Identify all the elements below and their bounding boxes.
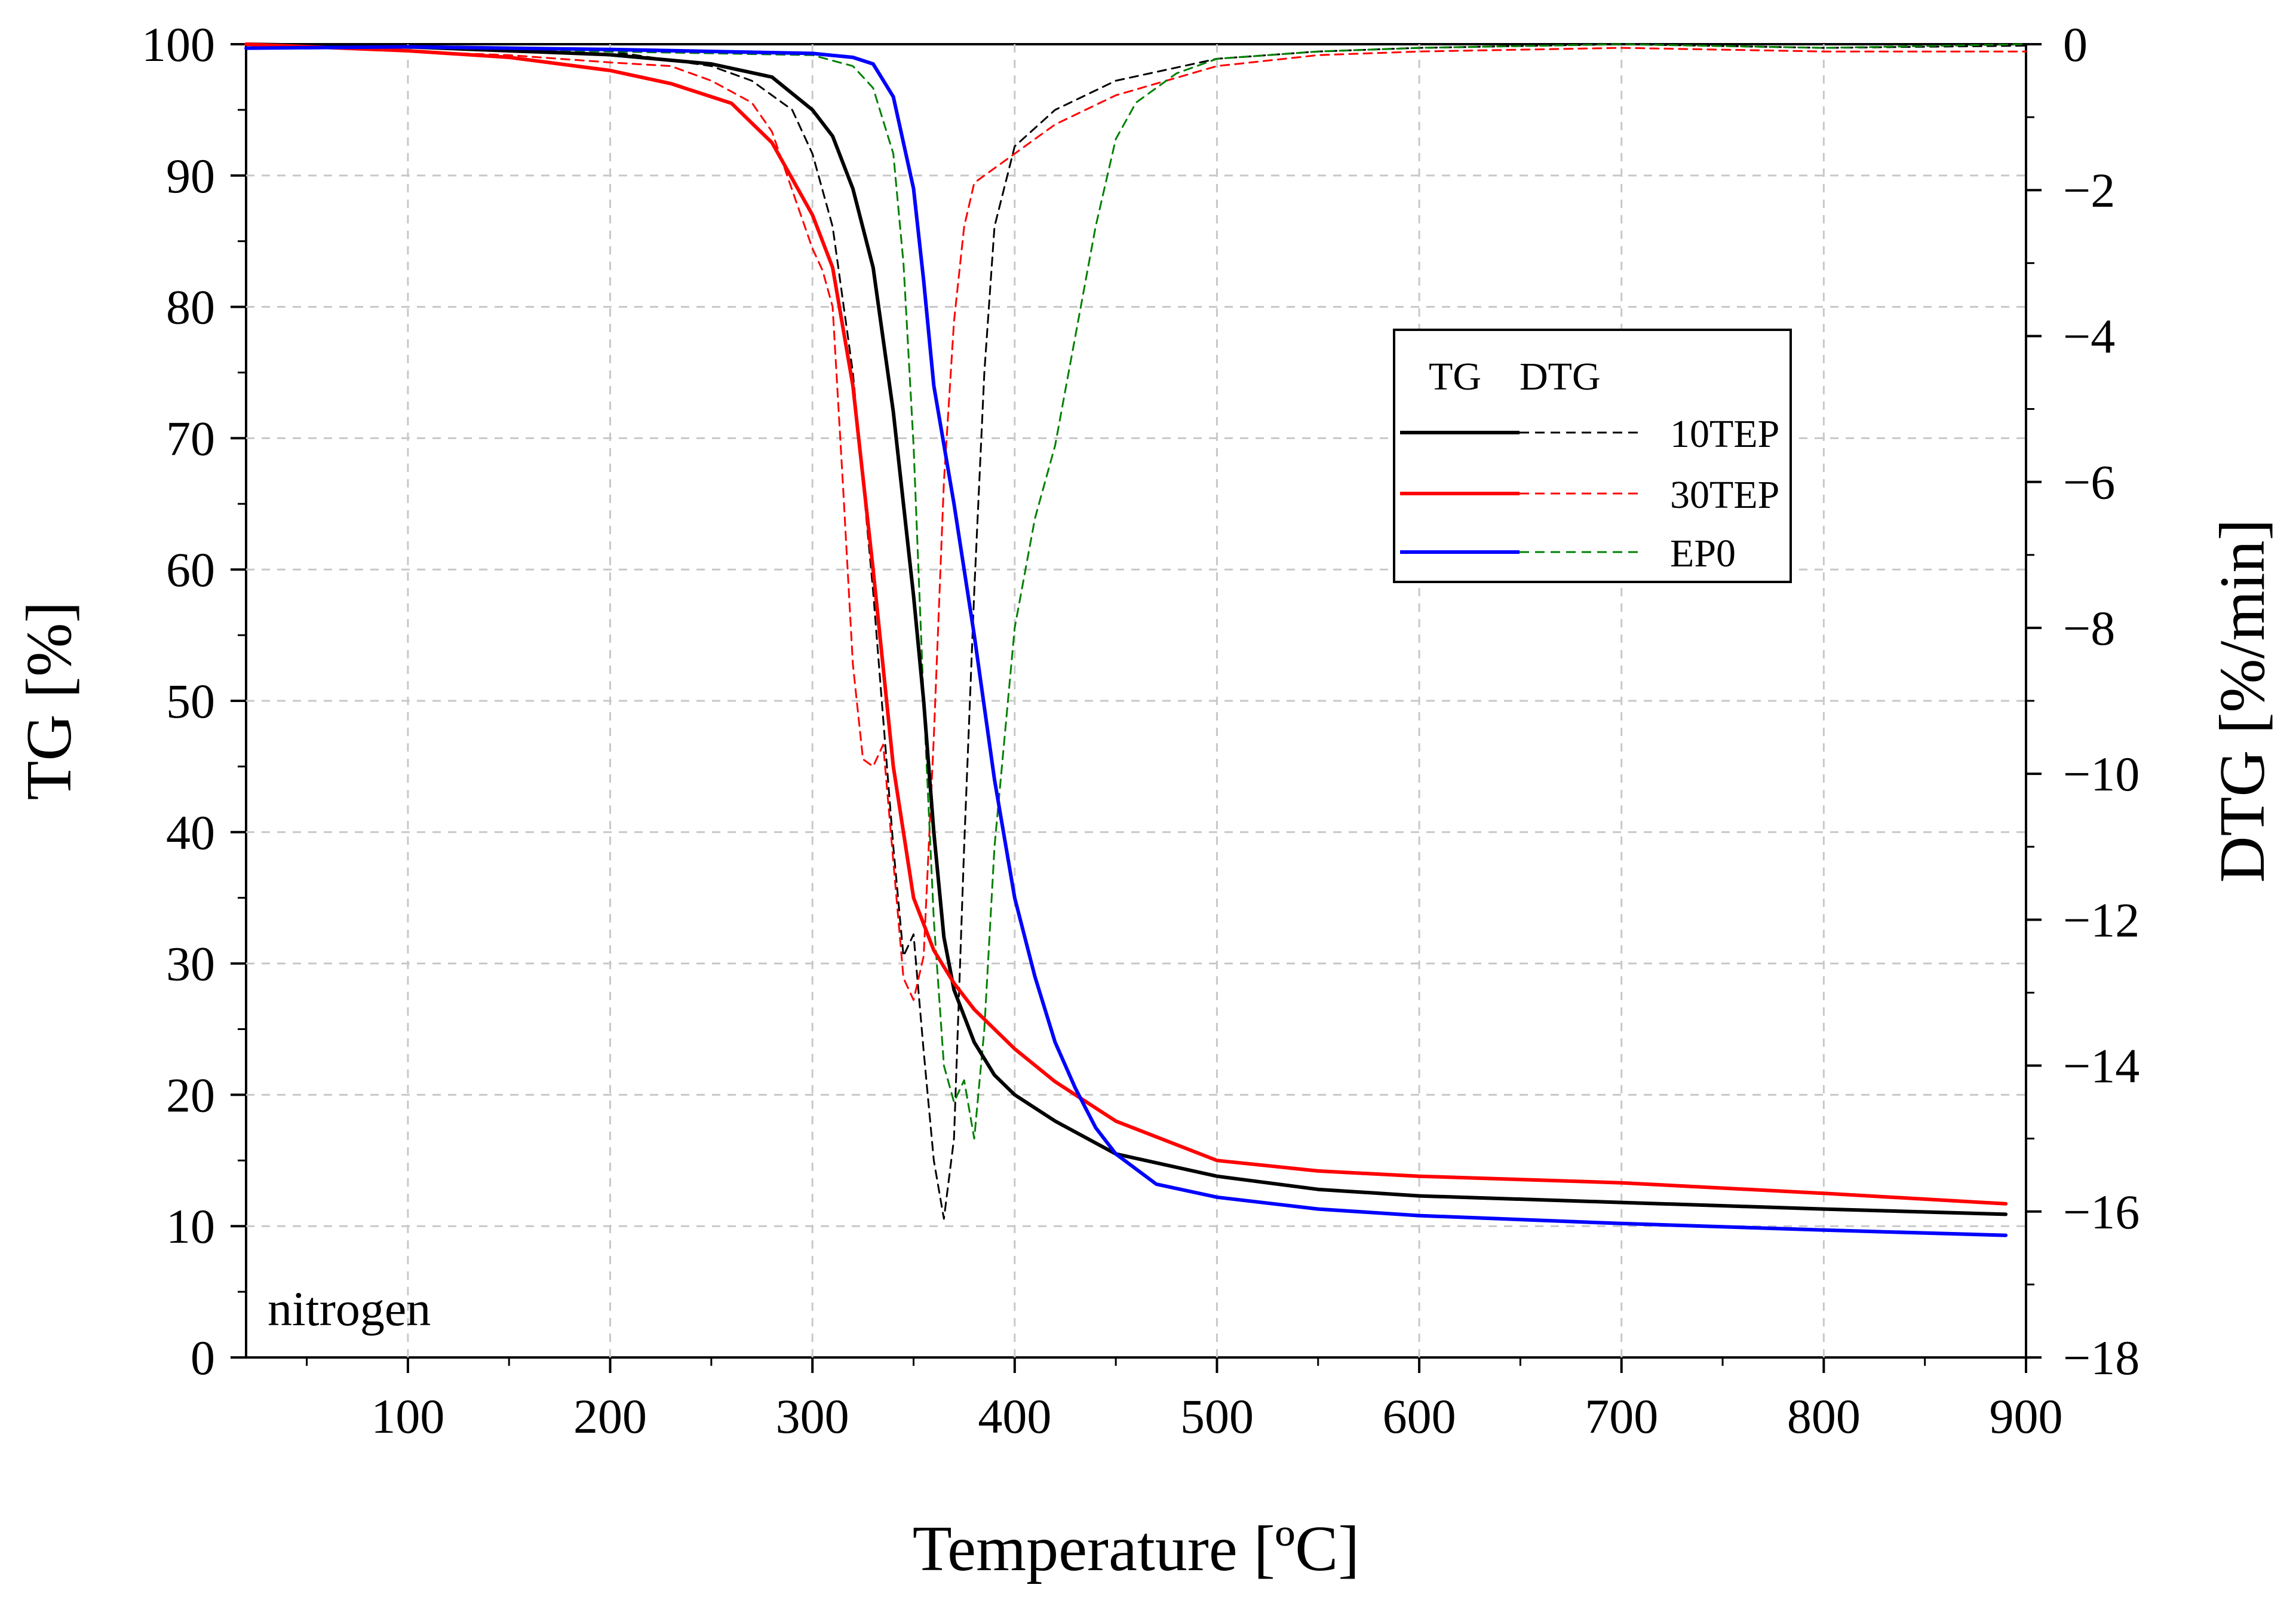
y-left-tick-label: 70 [166, 411, 215, 465]
y-left-axis-title: TG [%] [14, 602, 85, 801]
x-tick-label: 100 [371, 1389, 444, 1443]
series-10tep-dtg [245, 43, 2027, 1220]
legend-label-10tep: 10TEP [1670, 412, 1779, 456]
x-tick-label: 400 [978, 1389, 1051, 1443]
y-left-tick-label: 40 [166, 805, 215, 860]
legend-label-30tep: 30TEP [1670, 473, 1779, 517]
legend: TG DTG 10TEP 30TEP EP0 [1393, 329, 1792, 583]
y-right-tick-label: −4 [2063, 309, 2115, 363]
series-ep0-dtg [245, 43, 2027, 1140]
x-tick-label: 900 [1990, 1389, 2063, 1443]
y-right-tick-label: −16 [2063, 1185, 2140, 1239]
x-tick-label: 500 [1180, 1389, 1254, 1443]
y-right-tick-label: −10 [2063, 747, 2140, 801]
series-ep0-tg [244, 45, 2008, 1237]
series-30tep-dtg [245, 43, 2027, 1001]
y-left-tick-label: 90 [166, 149, 215, 203]
y-left-tick-label: 100 [142, 17, 215, 72]
y-left-tick-label: 60 [166, 543, 215, 597]
series-lines [244, 42, 2027, 1237]
y-right-tick-label: −18 [2063, 1331, 2140, 1385]
legend-header-dtg: DTG [1520, 355, 1601, 399]
legend-box [1393, 329, 1792, 583]
y-right-tick-label: −6 [2063, 455, 2115, 510]
y-left-tick-label: 20 [166, 1068, 215, 1122]
x-tick-label: 200 [573, 1389, 647, 1443]
y-right-tick-label: −14 [2063, 1039, 2140, 1093]
y-left-tick-label: 50 [166, 674, 215, 728]
y-right-tick-label: 0 [2063, 17, 2088, 72]
y-right-tick-label: −12 [2063, 893, 2140, 947]
atmosphere-annotation: nitrogen [268, 1282, 431, 1336]
y-left-tick-label: 10 [166, 1199, 215, 1253]
legend-label-ep0: EP0 [1670, 532, 1736, 575]
x-tick-label: 800 [1787, 1389, 1861, 1443]
y-left-tick-label: 80 [166, 280, 215, 335]
axis-ticks [231, 43, 2042, 1373]
y-left-tick-label: 0 [191, 1331, 215, 1385]
x-axis-title: Temperature [ºC] [913, 1513, 1360, 1584]
y-right-tick-label: −8 [2063, 601, 2115, 655]
x-tick-label: 300 [776, 1389, 849, 1443]
y-right-tick-label: −2 [2063, 163, 2115, 217]
series-10tep-tg [244, 42, 2008, 1216]
tick-labels: 100 200 300 400 500 600 700 800 9000102030405060… [142, 17, 2140, 1443]
x-tick-label: 600 [1383, 1389, 1456, 1443]
grid [246, 44, 2026, 1357]
series-30tep-tg [244, 42, 2008, 1206]
y-left-tick-label: 30 [166, 937, 215, 991]
y-right-axis-title: DTG [%/min] [2207, 519, 2278, 883]
legend-header-tg: TG [1429, 355, 1481, 399]
x-tick-label: 700 [1585, 1389, 1658, 1443]
